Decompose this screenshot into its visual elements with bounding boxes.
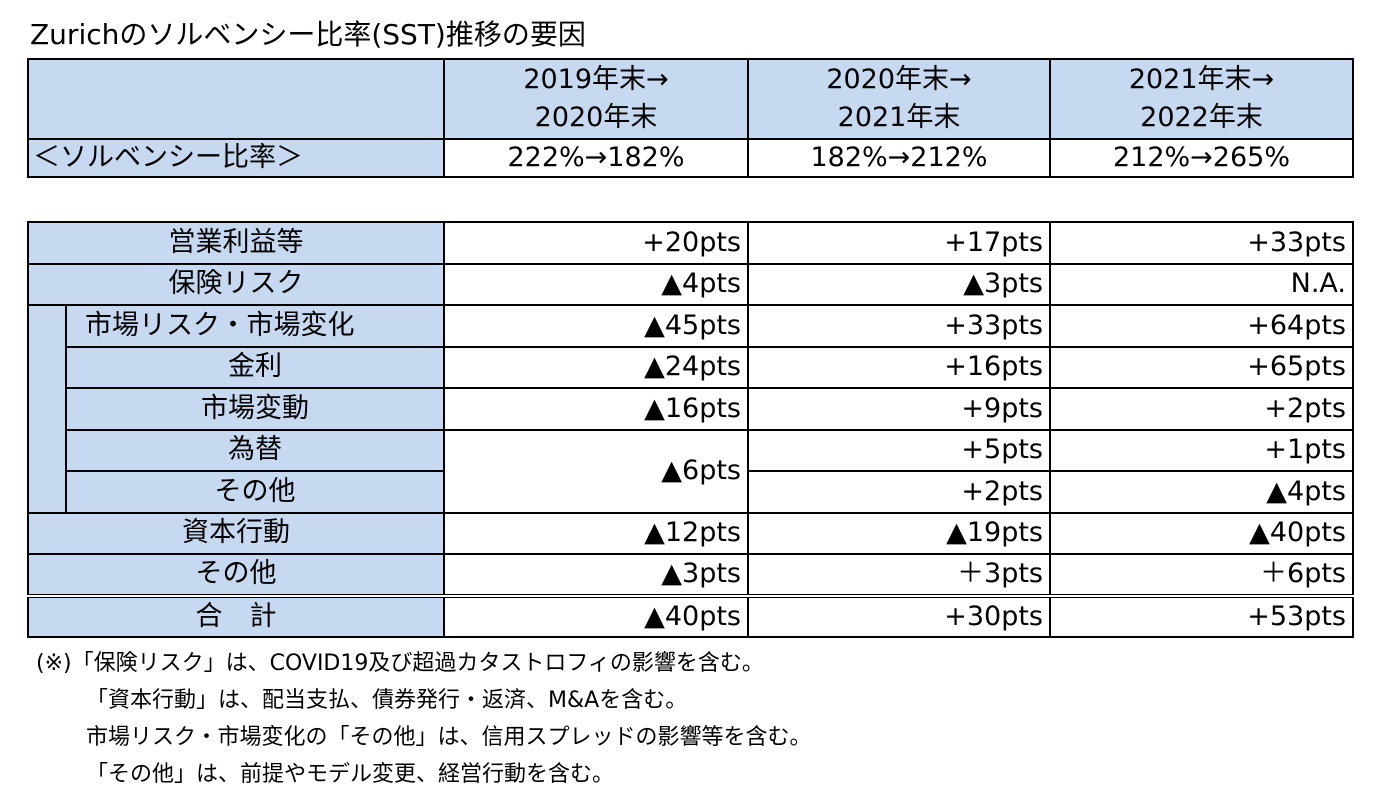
value-cell: ▲45pts — [443, 304, 749, 348]
table-row: 金利 ▲24pts +16pts +65pts — [28, 345, 1354, 389]
value-cell: +2pts — [747, 470, 1051, 514]
value-cell: +33pts — [747, 304, 1051, 348]
value-cell: ＋6pts — [1049, 553, 1354, 597]
footnote: 「資本行動」は、配当支払、債券発行・返済、M&Aを含む。 — [86, 688, 688, 713]
value-cell: +16pts — [747, 345, 1051, 389]
period-end-label: 2022年末 — [1140, 102, 1263, 133]
page-title: Zurichのソルベンシー比率(SST)推移の要因 — [30, 18, 586, 51]
period-header: 2020年末→ 2021年末 — [747, 58, 1051, 140]
period-start-label: 2019年末→ — [523, 64, 669, 95]
group-bracket-cell — [27, 304, 67, 514]
total-value-cell: ▲40pts — [443, 593, 749, 638]
row-label: その他 — [27, 553, 445, 597]
value-cell: ▲40pts — [1049, 511, 1354, 555]
period-start-label: 2020年末→ — [826, 64, 972, 95]
value-cell: ▲4pts — [443, 262, 749, 306]
ratio-header-table: 2019年末→ 2020年末 2020年末→ 2021年末 2021年末→ 20… — [27, 58, 1354, 178]
value-cell: +17pts — [747, 221, 1051, 265]
value-cell: ▲12pts — [443, 511, 749, 555]
table-row: その他 +2pts ▲4pts — [28, 470, 1354, 514]
table-row: 市場リスク・市場変化 ▲45pts +33pts +64pts — [27, 304, 1354, 514]
value-cell: ▲3pts — [747, 262, 1051, 306]
table-row: その他 ▲3pts ＋3pts ＋6pts — [27, 553, 1354, 597]
value-cell: +5pts — [747, 428, 1051, 472]
period-header: 2021年末→ 2022年末 — [1049, 58, 1354, 140]
table-row: 市場変動 ▲16pts +9pts +2pts — [28, 387, 1354, 431]
footnote: (※)「保険リスク」は、COVID19及び超過カタストロフィの影響を含む。 — [36, 651, 764, 676]
value-cell: ▲16pts — [443, 387, 749, 431]
row-label: 保険リスク — [27, 262, 445, 306]
period-end-label: 2020年末 — [534, 102, 658, 133]
total-label: 合 計 — [27, 593, 445, 638]
row-label: 資本行動 — [27, 511, 445, 555]
row-label: その他 — [65, 470, 445, 514]
table-row: 営業利益等 +20pts +17pts +33pts — [27, 221, 1354, 265]
period-header: 2019年末→ 2020年末 — [443, 58, 749, 140]
solvency-ratio-value: 222%→182% — [443, 138, 749, 178]
total-value-cell: +53pts — [1049, 593, 1354, 638]
value-cell: +1pts — [1049, 428, 1354, 472]
value-cell: +65pts — [1049, 345, 1354, 389]
value-cell: +64pts — [1049, 304, 1354, 348]
table-row: 資本行動 ▲12pts ▲19pts ▲40pts — [27, 511, 1354, 555]
value-cell: ▲4pts — [1049, 470, 1354, 514]
period-end-label: 2021年末 — [837, 102, 961, 133]
value-cell: +2pts — [1049, 387, 1354, 431]
period-start-label: 2021年末→ — [1128, 64, 1275, 95]
row-label: 為替 — [65, 428, 445, 472]
solvency-ratio-value: 212%→265% — [1049, 138, 1354, 178]
header-blank-cell — [27, 58, 445, 140]
value-cell: ▲24pts — [443, 345, 749, 389]
value-cell: +20pts — [443, 221, 749, 265]
factor-table: 営業利益等 +20pts +17pts +33pts 保険リスク ▲4pts ▲… — [27, 221, 1354, 638]
row-label: 市場変動 — [65, 387, 445, 431]
value-cell: N.A. — [1049, 262, 1354, 306]
row-label: 市場リスク・市場変化 — [66, 304, 445, 348]
value-cell: ＋3pts — [747, 553, 1051, 597]
row-label: 金利 — [65, 345, 445, 389]
merged-value-cell: ▲6pts — [443, 428, 749, 514]
total-value-cell: +30pts — [747, 593, 1051, 638]
value-cell: ▲3pts — [443, 553, 749, 597]
total-row: 合 計 ▲40pts +30pts +53pts — [27, 593, 1354, 638]
table-row: 為替 ▲6pts +5pts +1pts — [28, 428, 1354, 514]
value-cell: +33pts — [1049, 221, 1354, 265]
footnotes: (※)「保険リスク」は、COVID19及び超過カタストロフィの影響を含む。 「資… — [36, 645, 812, 793]
value-cell: +9pts — [747, 387, 1051, 431]
solvency-ratio-value: 182%→212% — [747, 138, 1051, 178]
table-row: 保険リスク ▲4pts ▲3pts N.A. — [27, 262, 1354, 306]
row-label: 営業利益等 — [27, 221, 445, 265]
footnote: 「その他」は、前提やモデル変更、経営行動を含む。 — [86, 762, 615, 787]
solvency-ratio-label: ＜ソルベンシー比率＞ — [27, 138, 445, 178]
footnote: 市場リスク・市場変化の「その他」は、信用スプレッドの影響等を含む。 — [86, 725, 812, 750]
value-cell: ▲19pts — [747, 511, 1051, 555]
